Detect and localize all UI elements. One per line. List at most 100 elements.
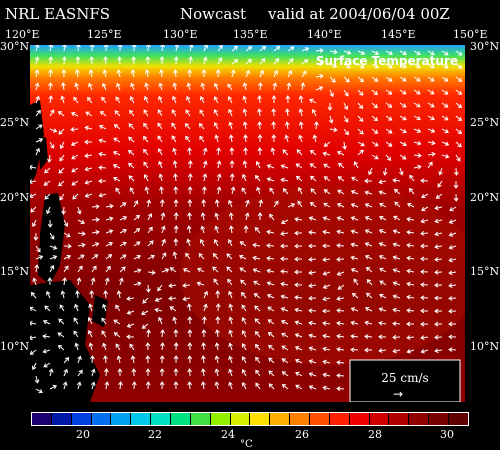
current-vector (371, 50, 380, 56)
current-vector (280, 219, 289, 225)
model-title: NRL EASNFS (5, 5, 111, 23)
current-vector (322, 385, 331, 391)
current-vector (103, 290, 109, 299)
current-vector (89, 56, 95, 65)
current-vector (116, 82, 121, 91)
current-vector (399, 128, 407, 134)
current-vector (294, 243, 303, 249)
colorbar-cell (349, 413, 370, 425)
colorbar-cell (131, 413, 152, 425)
current-vector (185, 135, 191, 143)
current-vector (366, 279, 373, 286)
current-vector (168, 296, 177, 301)
current-vector (427, 115, 435, 121)
current-vector (214, 82, 219, 91)
current-vector (350, 216, 359, 221)
current-vector (214, 381, 220, 390)
lat-label-right-15: 15°N (470, 265, 500, 278)
current-vector (214, 355, 220, 364)
current-vector (378, 229, 387, 234)
current-vector (173, 56, 179, 65)
current-vector (88, 303, 93, 312)
current-vector (270, 147, 276, 156)
current-vector (143, 161, 149, 169)
current-vector (406, 335, 415, 340)
current-vector (399, 76, 407, 82)
current-vector (119, 228, 127, 234)
current-vector (385, 89, 393, 95)
current-vector (364, 178, 373, 184)
current-vector (313, 121, 319, 130)
current-vector (72, 193, 79, 200)
current-vector (368, 167, 373, 176)
current-vector (173, 368, 179, 377)
current-vector (413, 76, 421, 82)
current-vector (259, 69, 265, 78)
current-vector (243, 134, 248, 143)
current-vector (182, 296, 191, 302)
lat-label-left-10: 10°N (0, 340, 30, 353)
colorbar-cell (290, 413, 311, 425)
current-vector (297, 186, 303, 195)
current-vector (294, 295, 303, 300)
current-vector (427, 89, 435, 95)
current-vector (58, 167, 65, 174)
current-vector (215, 69, 221, 78)
current-vector (128, 175, 135, 182)
current-vector (214, 134, 220, 143)
current-vector (421, 193, 429, 199)
current-vector (399, 63, 407, 69)
current-vector (57, 110, 65, 117)
current-vector (364, 203, 373, 208)
current-vector (245, 69, 251, 78)
current-vector (169, 267, 177, 273)
current-vector (322, 308, 331, 314)
current-vector (228, 368, 233, 377)
current-vector (119, 241, 127, 247)
current-vector (90, 277, 96, 286)
current-vector (350, 190, 359, 195)
current-vector (441, 141, 450, 146)
current-vector (160, 342, 165, 351)
current-vector (59, 141, 65, 149)
current-vector (147, 240, 154, 247)
colorbar-unit: °C (240, 439, 253, 450)
current-vector (336, 308, 345, 313)
current-vector (243, 225, 249, 234)
current-vector (378, 242, 387, 247)
current-vector (301, 70, 307, 78)
current-vector (126, 296, 135, 302)
current-vector (281, 332, 289, 338)
current-vector (182, 267, 191, 273)
current-vector (406, 255, 415, 261)
current-vector (256, 186, 261, 195)
current-vector (413, 50, 421, 56)
current-vector (322, 321, 331, 326)
current-vector (76, 277, 82, 286)
current-vector (228, 355, 233, 364)
current-vector (74, 342, 80, 351)
current-vector (448, 270, 457, 276)
current-vector (216, 186, 222, 195)
current-vector (101, 330, 107, 338)
current-vector (42, 319, 51, 325)
lon-label-135: 135°E (233, 28, 268, 41)
current-vector (116, 290, 122, 299)
current-vector (133, 228, 141, 234)
current-vector (133, 268, 142, 274)
colorbar-cell (250, 413, 271, 425)
current-vector (84, 125, 93, 131)
current-vector (228, 108, 233, 117)
current-vector (128, 149, 135, 156)
current-vector (144, 82, 149, 91)
colorbar-tick-24: 24 (221, 428, 235, 441)
current-vector (287, 46, 295, 52)
current-vector (49, 128, 58, 133)
current-vector (357, 102, 364, 110)
current-vector (357, 115, 364, 122)
current-vector (269, 213, 275, 221)
current-vector (172, 251, 178, 260)
current-vector (239, 267, 247, 273)
current-vector (371, 128, 379, 134)
current-vector (298, 121, 304, 130)
